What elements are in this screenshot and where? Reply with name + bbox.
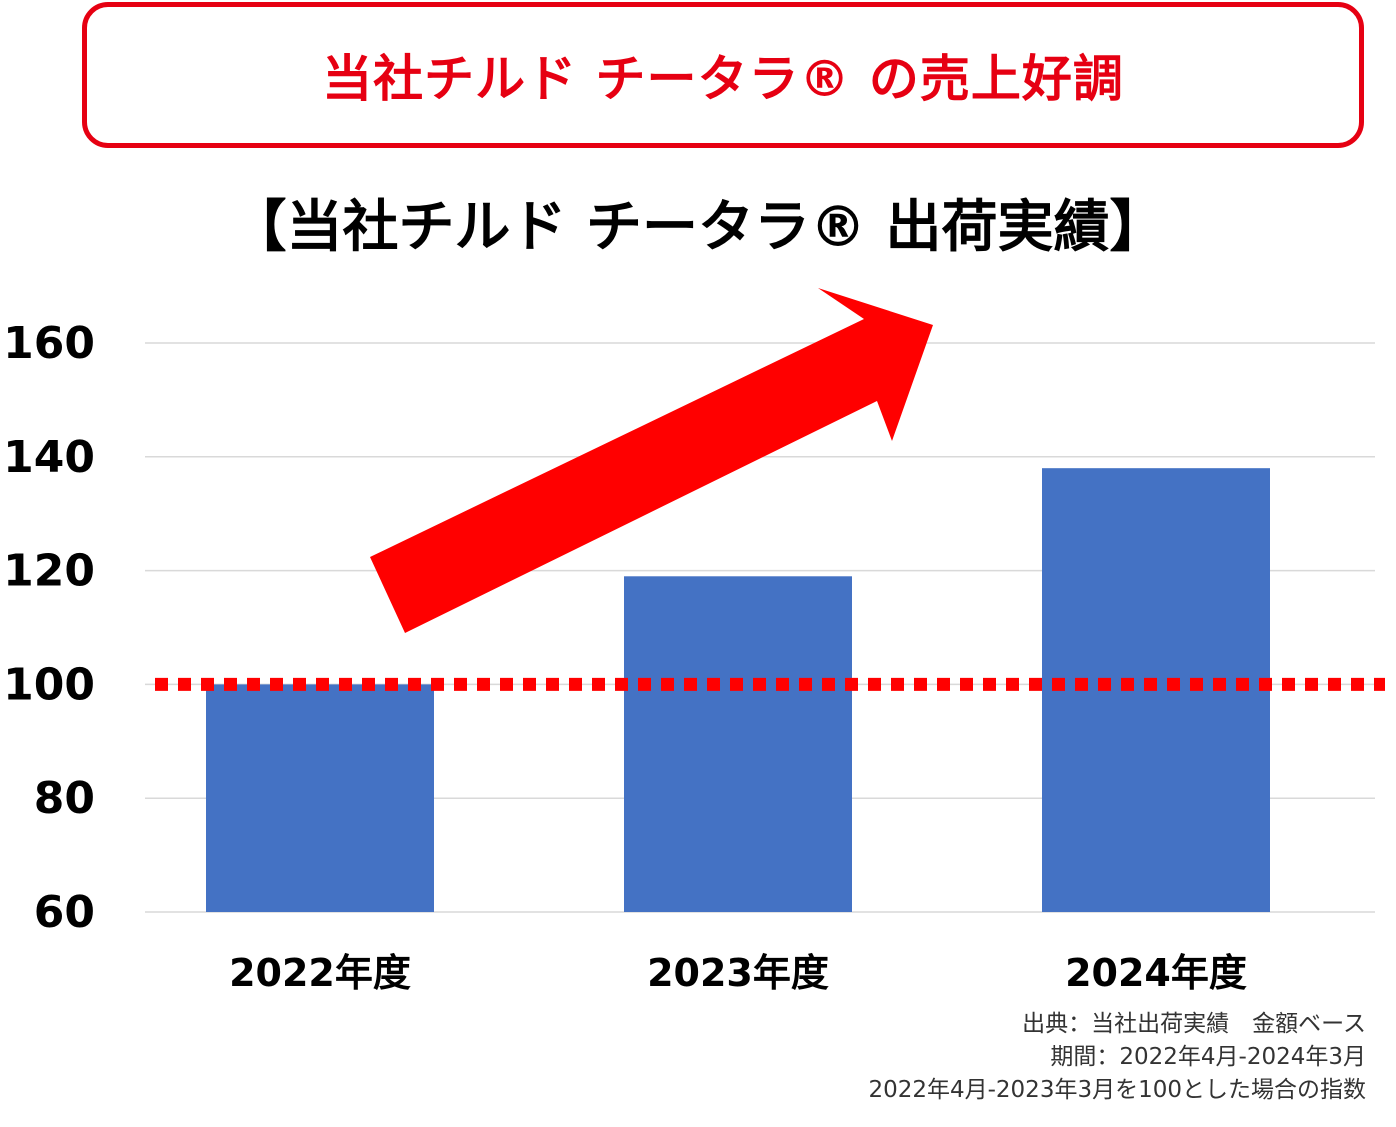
headline-banner: 当社チルド チータラ® の売上好調 xyxy=(82,2,1364,148)
bar-1 xyxy=(206,684,434,912)
y-tick-label: 100 xyxy=(3,659,95,710)
period-line: 期間：2022年4月-2024年3月 xyxy=(1050,1044,1366,1070)
source-line: 出典：当社出荷実績 金額ベース xyxy=(1022,1011,1366,1037)
headline-text: 当社チルド チータラ® の売上好調 xyxy=(322,50,1124,108)
x-tick-label: 2022年度 xyxy=(229,951,411,995)
y-tick-label: 120 xyxy=(3,546,95,597)
y-tick-label: 140 xyxy=(3,432,95,483)
y-tick-label: 80 xyxy=(34,773,95,824)
chart-title: 【当社チルド チータラ® 出荷実績】 xyxy=(230,195,1166,260)
bar-2 xyxy=(624,576,852,912)
growth-arrow-icon xyxy=(370,288,933,633)
x-tick-label: 2023年度 xyxy=(647,951,829,995)
y-tick-label: 160 xyxy=(3,318,95,369)
y-tick-label: 60 xyxy=(34,887,95,938)
x-tick-label: 2024年度 xyxy=(1065,951,1247,995)
source-note: 出典：当社出荷実績 金額ベース 期間：2022年4月-2024年3月 2022年… xyxy=(868,1008,1366,1107)
index-note-line: 2022年4月-2023年3月を100とした場合の指数 xyxy=(868,1077,1366,1103)
